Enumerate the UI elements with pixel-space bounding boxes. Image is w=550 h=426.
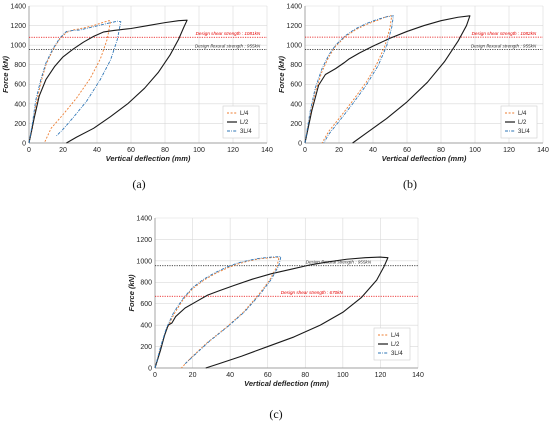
figure-caption: (a): [132, 177, 145, 191]
y-tick-label: 0: [148, 365, 152, 372]
series-line: [154, 256, 389, 369]
series-line: [304, 15, 393, 144]
legend-label: L/4: [391, 333, 400, 339]
x-tick-label: 0: [153, 372, 157, 379]
y-tick-label: 400: [140, 323, 152, 330]
x-axis-label: Vertical deflection (mm): [244, 379, 329, 388]
x-tick-label: 100: [469, 147, 481, 154]
series-line: [154, 256, 282, 369]
series-line: [28, 19, 188, 144]
x-tick-label: 40: [93, 147, 101, 154]
y-tick-label: 1000: [136, 258, 152, 265]
y-tick-label: 1200: [10, 23, 26, 30]
x-tick-label: 80: [437, 147, 445, 154]
y-tick-label: 1200: [286, 23, 302, 30]
x-tick-label: 120: [503, 147, 515, 154]
reference-line-label: Design shear strength : 1082kN: [472, 31, 537, 36]
legend-label: L/2: [518, 120, 527, 126]
x-tick-label: 60: [264, 372, 272, 379]
chart-b: 0 200 400 600 800 1000 1200 1400 0 20 40 60 80 100 120…: [277, 3, 549, 191]
series-line: [304, 15, 394, 144]
x-tick-label: 60: [403, 147, 411, 154]
reference-line-label: Design shear strength : 1081kN: [196, 31, 261, 36]
x-tick-label: 120: [375, 372, 387, 379]
x-tick-label: 80: [301, 372, 309, 379]
legend-label: L/4: [240, 111, 249, 117]
x-tick-label: 80: [161, 147, 169, 154]
series-line: [28, 20, 122, 144]
x-tick-label: 0: [303, 147, 307, 154]
y-tick-label: 600: [140, 301, 152, 308]
y-tick-label: 1400: [286, 3, 302, 10]
y-axis-label: Force (kN): [127, 274, 136, 312]
reference-line-label: Design flexural strength : 955kN: [195, 43, 261, 48]
y-tick-label: 200: [14, 121, 26, 128]
y-tick-label: 0: [298, 140, 302, 147]
legend-label: 3L/4: [391, 351, 403, 357]
y-tick-label: 800: [290, 62, 302, 69]
series-line: [304, 15, 471, 144]
y-tick-label: 400: [14, 101, 26, 108]
legend-label: L/2: [240, 120, 249, 126]
x-tick-label: 120: [227, 147, 239, 154]
x-tick-label: 140: [537, 147, 549, 154]
x-tick-label: 40: [369, 147, 377, 154]
x-axis-label: Vertical deflection (mm): [382, 154, 467, 163]
chart-c: 0 200 400 600 800 1000 1200 1400 0 20 40 60 80 100 120…: [127, 215, 424, 421]
y-tick-label: 800: [14, 62, 26, 69]
y-tick-label: 1400: [10, 3, 26, 10]
legend-label: 3L/4: [518, 129, 530, 135]
chart-a: 0 200 400 600 800 1000 1200 1400 0 20 40 60 80 100 120…: [1, 3, 273, 191]
series-line: [28, 20, 112, 144]
x-tick-label: 40: [226, 372, 234, 379]
x-tick-label: 100: [337, 372, 349, 379]
figure-caption: (b): [403, 177, 417, 191]
y-tick-label: 200: [140, 344, 152, 351]
x-tick-label: 140: [261, 147, 273, 154]
y-axis-label: Force (kN): [1, 55, 10, 93]
reference-line-label: Design shear strength : 670kN: [281, 290, 344, 295]
x-tick-label: 20: [335, 147, 343, 154]
y-tick-label: 1000: [286, 43, 302, 50]
legend-label: L/4: [518, 111, 527, 117]
y-tick-label: 600: [290, 82, 302, 89]
y-tick-label: 400: [290, 101, 302, 108]
x-tick-label: 60: [127, 147, 135, 154]
x-tick-label: 0: [27, 147, 31, 154]
y-tick-label: 800: [140, 280, 152, 287]
x-tick-label: 100: [193, 147, 205, 154]
y-axis-label: Force (kN): [277, 55, 286, 93]
y-tick-label: 1200: [136, 237, 152, 244]
legend-label: 3L/4: [240, 129, 252, 135]
figure-caption: (c): [269, 407, 282, 421]
legend-label: L/2: [391, 342, 400, 348]
y-tick-label: 1000: [10, 43, 26, 50]
y-tick-label: 600: [14, 82, 26, 89]
reference-line-label: Design flexural strength : 955kN: [306, 259, 372, 264]
reference-line-label: Design flexural strength : 955kN: [471, 43, 537, 48]
y-tick-label: 0: [22, 140, 26, 147]
x-tick-label: 20: [189, 372, 197, 379]
x-tick-label: 140: [412, 372, 424, 379]
y-tick-label: 1400: [136, 215, 152, 222]
x-tick-label: 20: [59, 147, 67, 154]
y-tick-label: 200: [290, 121, 302, 128]
x-axis-label: Vertical deflection (mm): [106, 154, 191, 163]
